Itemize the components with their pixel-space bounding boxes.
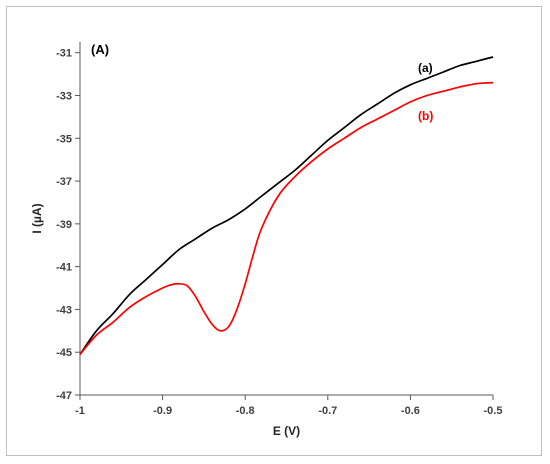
y-tick-label: -47 bbox=[56, 390, 72, 402]
y-tick-label: -41 bbox=[56, 262, 72, 274]
chart-svg: -1 -0.9 -0.8 -0.7 -0.6 -0.5 -47 -45 -43 -41 -39 -3… bbox=[30, 42, 502, 438]
y-tick-label: -33 bbox=[56, 90, 72, 102]
x-tick-label: -0.6 bbox=[401, 405, 420, 417]
y-tick-label: -31 bbox=[56, 48, 72, 60]
series-label-b: (b) bbox=[418, 109, 433, 123]
x-tick-label: -1 bbox=[75, 405, 85, 417]
panel-label: (A) bbox=[91, 42, 109, 57]
series-a-line bbox=[79, 56, 494, 355]
x-tick-label: -0.5 bbox=[484, 405, 503, 417]
y-tick-label: -39 bbox=[56, 219, 72, 231]
y-tick-label: -35 bbox=[56, 133, 72, 145]
x-tick-label: -0.9 bbox=[153, 405, 172, 417]
x-axis-title: E (V) bbox=[273, 424, 300, 438]
series-group bbox=[79, 56, 494, 355]
y-tick-label: -43 bbox=[56, 304, 72, 316]
y-ticks: -47 -45 -43 -41 -39 -37 -35 -33 -31 bbox=[56, 48, 80, 402]
series-b-line bbox=[79, 81, 494, 355]
series-label-a: (a) bbox=[418, 61, 433, 75]
y-tick-label: -37 bbox=[56, 176, 72, 188]
x-tick-label: -0.7 bbox=[318, 405, 337, 417]
y-axis-title: I (µA) bbox=[30, 203, 44, 233]
chart-frame: -1 -0.9 -0.8 -0.7 -0.6 -0.5 -47 -45 -43 -41 -39 -3… bbox=[6, 6, 542, 456]
y-tick-label: -45 bbox=[56, 347, 72, 359]
x-tick-label: -0.8 bbox=[236, 405, 255, 417]
x-ticks: -1 -0.9 -0.8 -0.7 -0.6 -0.5 bbox=[75, 395, 502, 417]
